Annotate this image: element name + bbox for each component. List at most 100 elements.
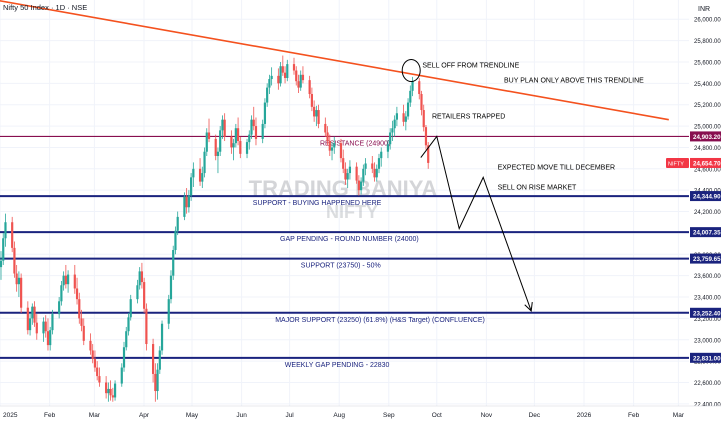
projection-path [420, 135, 532, 312]
candle-body [297, 81, 300, 88]
candle-body [111, 395, 114, 398]
price-tick-label: 25,000.00 [694, 125, 721, 131]
candle-body [44, 321, 47, 332]
annotation-text: SELL ON RISE MARKET [498, 185, 577, 192]
candle-body [420, 94, 423, 111]
candle-body [402, 113, 405, 122]
trendline-group [0, 0, 669, 121]
annotation-text: EXPECTED MOVE TILL DECEMBER [498, 164, 615, 171]
price-tick-label: 22,600.00 [694, 381, 721, 387]
candle-body [203, 151, 206, 174]
currency-label: INR [698, 6, 710, 13]
candle-body [395, 113, 398, 120]
candle-body [113, 383, 117, 398]
candle-body [250, 119, 253, 135]
candle-body [96, 367, 99, 377]
candle-body [373, 168, 376, 178]
price-tick-label: 22,400.00 [694, 402, 721, 408]
time-tick-label: Jun [236, 412, 247, 419]
candle-body [143, 282, 146, 309]
candle-body [281, 66, 284, 73]
price-label-bg [690, 307, 721, 318]
candle-body [120, 367, 123, 384]
candle-body [315, 110, 318, 117]
watermark-line1: TRADING BANIYA [249, 176, 438, 201]
candle-body [198, 168, 202, 182]
price-label-tag: NIFTY [668, 161, 684, 167]
candle-body [380, 151, 383, 159]
candle-body [360, 181, 363, 191]
candle-body [60, 285, 63, 302]
candle-body [183, 196, 186, 217]
time-tick-label: Dec [529, 412, 541, 419]
candle-body [192, 168, 195, 178]
candle-body [219, 130, 222, 152]
candle-body [138, 271, 141, 286]
price-tick-label: 26,000.00 [694, 18, 721, 24]
candle-body [105, 382, 108, 394]
candle-body [310, 94, 313, 107]
price-label-value: 22,831.00 [693, 355, 721, 362]
candle-body [31, 306, 34, 319]
candle-body [66, 274, 70, 285]
time-tick-label: Mar [673, 412, 685, 419]
candle-body [216, 151, 220, 156]
candle-body [230, 136, 233, 148]
candle-body [339, 143, 343, 159]
time-tick-label: Jul [285, 412, 294, 419]
candle-body [283, 72, 287, 78]
price-label-value: 23,759.65 [693, 256, 721, 263]
candle-body [355, 166, 358, 181]
price-label-value: 24,007.35 [693, 230, 721, 237]
watermark-line2: NIFTY [326, 202, 378, 222]
candle-body [33, 306, 36, 323]
candle-body [91, 350, 94, 359]
candle-body [418, 81, 421, 95]
candle-body [362, 168, 365, 182]
candle-body [15, 273, 18, 285]
candle-body [214, 138, 217, 156]
time-tick-label: Apr [139, 412, 150, 419]
callout-circle [401, 59, 421, 83]
candle-body [167, 299, 170, 324]
candle-body [42, 321, 45, 334]
time-tick-label: Aug [333, 412, 345, 419]
candle-body [145, 308, 148, 345]
candle-body [263, 102, 267, 124]
candle-body [328, 141, 331, 151]
candle-body [364, 163, 367, 169]
time-axis[interactable]: 2025 Feb Mar Apr May Jun Jul Aug Sep Oct Nov Dec 202… [0, 405, 721, 425]
candle-body [49, 330, 52, 346]
price-tick-label: 25,200.00 [694, 103, 721, 109]
symbol-title: Nifty 50 Index · 1D · NSE [3, 3, 87, 12]
candle-body [411, 81, 414, 91]
candle-body [301, 74, 305, 81]
candle-body [422, 110, 425, 128]
time-axis-bg [0, 406, 721, 425]
candle-body [80, 318, 83, 326]
time-tick-label: Sep [383, 412, 395, 419]
candle-body [391, 128, 394, 133]
candle-body [427, 145, 430, 163]
price-tick-label: 25,600.00 [694, 60, 721, 66]
candle-body [28, 318, 32, 331]
level-label: SUPPORT (23750) - 50% [301, 263, 381, 270]
candle-body [409, 90, 412, 103]
candle-body [176, 216, 179, 231]
candle-body [109, 388, 112, 396]
projection-arrowhead [524, 301, 533, 312]
price-label-bg [690, 227, 721, 238]
candle-body [333, 143, 336, 148]
candle-body [299, 74, 302, 88]
level-label: SUPPORT - BUYING HAPPENED HERE [253, 200, 382, 207]
level-label: RESISTANCE (24900) [320, 140, 390, 147]
candle-body [158, 350, 161, 370]
candle-body [346, 173, 349, 180]
horizontal-levels: RESISTANCE (24900) SUPPORT - BUYING HAPPE… [0, 135, 689, 369]
candle-body [154, 373, 157, 392]
candle-body [160, 323, 164, 351]
candle-body [11, 222, 14, 248]
projection-group [420, 135, 533, 312]
